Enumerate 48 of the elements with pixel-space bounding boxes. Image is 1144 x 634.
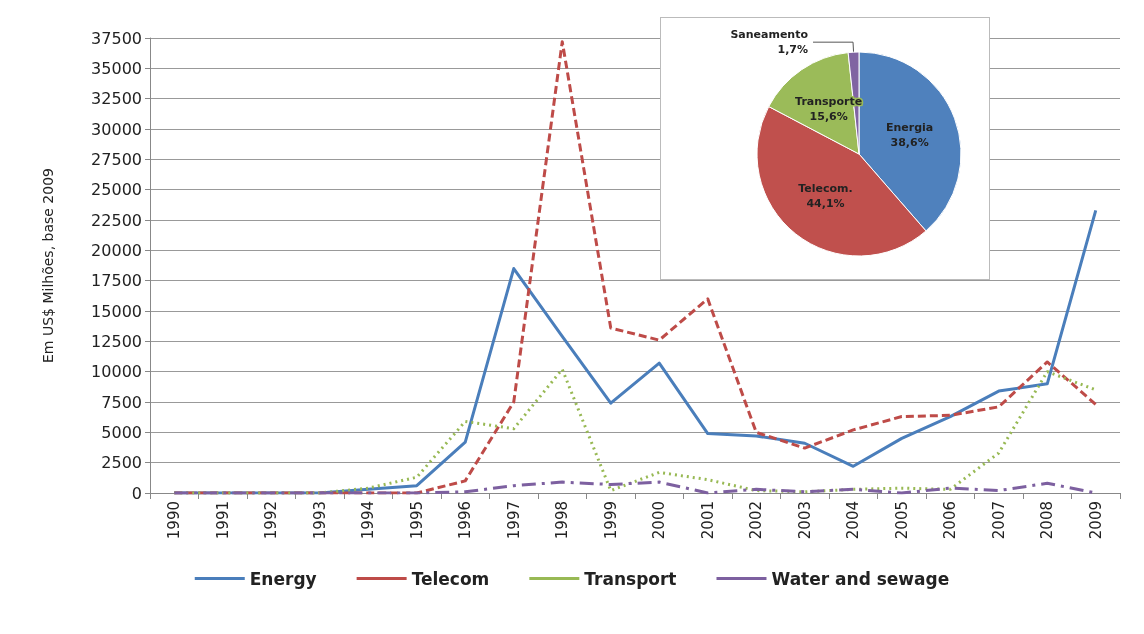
data-label: 1,7% [777,43,809,57]
x-tick-label: 2008 [1038,501,1057,540]
y-tick-label: 32500 [91,89,142,109]
data-label: 44,1% [806,197,845,211]
y-tick-label: 30000 [91,119,142,139]
y-tick-label: 27500 [91,149,142,169]
x-tick-label: 2003 [795,501,814,540]
y-tick-label: 20000 [91,240,142,260]
x-tick-label: 1990 [165,501,184,540]
x-tick-label: 1992 [262,501,281,540]
y-tick-label: 25000 [91,180,142,200]
y-tick-label: 7500 [101,392,142,412]
x-tick-label: 2005 [892,501,911,540]
x-tick-label: 2009 [1086,501,1105,540]
x-tick-label: 1994 [359,501,378,540]
data-label: 38,6% [890,136,929,150]
legend-label: Water and sewage [771,568,950,589]
x-tick-label: 1996 [456,501,475,540]
y-tick-label: 12500 [91,331,142,351]
x-tick-label: 1995 [407,501,426,540]
y-tick-label: 5000 [101,422,142,442]
legend-label: Telecom [411,568,490,589]
y-axis-title: Em US$ Milhões, base 2009 [40,168,56,363]
y-tick-label: 35000 [91,58,142,78]
x-tick-label: 2002 [747,501,766,540]
legend-label: Energy [249,568,317,589]
x-tick-label: 1999 [601,501,620,540]
y-tick-label: 17500 [91,271,142,291]
x-tick-label: 2001 [698,501,717,540]
x-tick-label: 2004 [844,501,863,540]
y-tick-label: 0 [131,483,142,503]
y-tick-label: 15000 [91,301,142,321]
legend-label: Transport [584,568,677,589]
y-tick-label: 10000 [91,362,142,382]
data-label: 15,6% [809,110,848,124]
x-tick-label: 2006 [941,501,960,540]
x-tick-label: 1998 [553,501,572,540]
slice-label: Saneamento [730,28,809,42]
x-tick-label: 1991 [213,501,232,540]
slice-label: Telecom. [798,182,853,196]
x-tick-label: 1997 [504,501,523,540]
y-tick-label: 37500 [91,28,142,48]
y-tick-label: 2500 [101,453,142,473]
slice-label: Energia [885,121,934,135]
x-tick-label: 2000 [650,501,669,540]
y-tick-label: 22500 [91,210,142,230]
x-tick-label: 1993 [310,501,329,540]
x-tick-label: 2007 [989,501,1008,540]
